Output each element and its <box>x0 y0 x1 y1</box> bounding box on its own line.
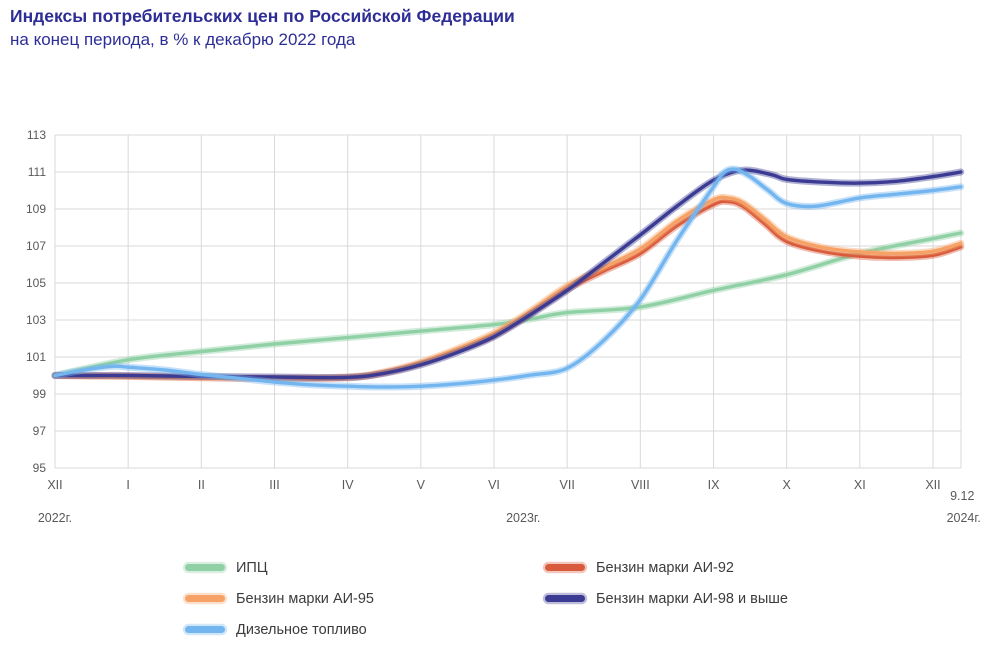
svg-text:2022г.: 2022г. <box>38 511 72 525</box>
svg-text:111: 111 <box>28 165 47 179</box>
chart-title: Индексы потребительских цен по Российско… <box>10 6 515 26</box>
ipc-line-swatch-icon <box>185 564 225 571</box>
legend-item-ai98: Бензин марки АИ-98 и выше <box>545 591 905 607</box>
svg-text:IX: IX <box>708 478 720 492</box>
svg-text:9.12: 9.12 <box>950 489 974 503</box>
svg-text:IV: IV <box>342 478 354 492</box>
legend-label-ai95: Бензин марки АИ-95 <box>236 590 374 607</box>
svg-text:VII: VII <box>560 478 575 492</box>
legend-item-ai92: Бензин марки АИ-92 <box>545 560 905 576</box>
svg-text:VI: VI <box>488 478 500 492</box>
legend-label-ai92: Бензин марки АИ-92 <box>596 559 734 576</box>
svg-text:107: 107 <box>26 239 46 253</box>
legend-item-ai95: Бензин марки АИ-95 <box>185 591 545 607</box>
legend-item-diesel: Дизельное топливо <box>185 622 545 638</box>
svg-text:103: 103 <box>26 313 46 327</box>
svg-text:97: 97 <box>33 424 47 438</box>
svg-text:XII: XII <box>47 478 62 492</box>
svg-text:III: III <box>269 478 279 492</box>
chart-subtitle: на конец периода, в % к декабрю 2022 год… <box>10 29 356 49</box>
svg-text:2024г.: 2024г. <box>947 511 981 525</box>
ai95-line-swatch-icon <box>185 595 225 602</box>
ai98-line-swatch-icon <box>545 595 585 602</box>
svg-text:VIII: VIII <box>631 478 650 492</box>
ai92-line-swatch-icon <box>545 564 585 571</box>
svg-text:XI: XI <box>854 478 866 492</box>
svg-text:113: 113 <box>27 128 46 142</box>
svg-text:2023г.: 2023г. <box>506 511 540 525</box>
svg-text:II: II <box>198 478 205 492</box>
svg-text:X: X <box>782 478 791 492</box>
legend-label-ai98: Бензин марки АИ-98 и выше <box>596 590 788 607</box>
svg-text:101: 101 <box>26 350 46 364</box>
legend-item-ipc: ИПЦ <box>185 560 545 576</box>
svg-text:109: 109 <box>26 202 46 216</box>
title-block: Индексы потребительских цен по Российско… <box>10 5 515 52</box>
svg-text:XII: XII <box>925 478 940 492</box>
legend: ИПЦ Бензин марки АИ-92 Бензин марки АИ-9… <box>185 552 905 645</box>
svg-text:V: V <box>417 478 426 492</box>
svg-text:105: 105 <box>26 276 46 290</box>
legend-label-ipc: ИПЦ <box>236 559 268 576</box>
legend-label-diesel: Дизельное топливо <box>236 621 367 638</box>
diesel-line-swatch-icon <box>185 626 225 633</box>
svg-text:99: 99 <box>33 387 47 401</box>
svg-text:95: 95 <box>33 461 47 475</box>
svg-text:I: I <box>126 478 129 492</box>
